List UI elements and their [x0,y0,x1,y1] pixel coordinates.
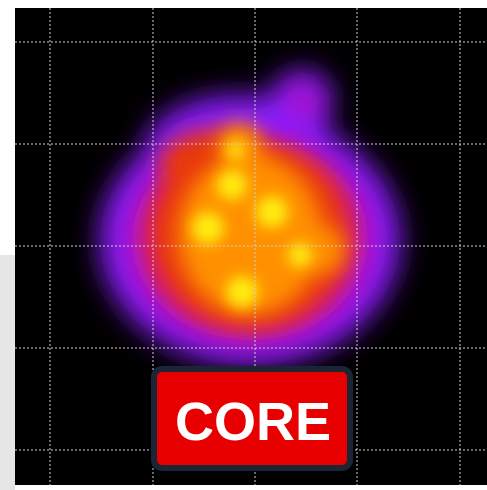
label-text: CORE [175,392,331,452]
label-box [151,366,353,471]
heat-blob [100,70,400,365]
side-strip [0,255,15,490]
